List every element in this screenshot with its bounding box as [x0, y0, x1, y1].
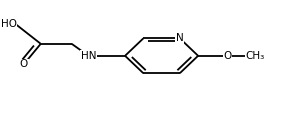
Text: HO: HO [1, 19, 17, 29]
Text: CH₃: CH₃ [246, 51, 265, 61]
Text: O: O [20, 59, 28, 69]
Text: O: O [223, 51, 232, 61]
Text: HN: HN [81, 51, 96, 61]
Text: N: N [176, 33, 184, 43]
